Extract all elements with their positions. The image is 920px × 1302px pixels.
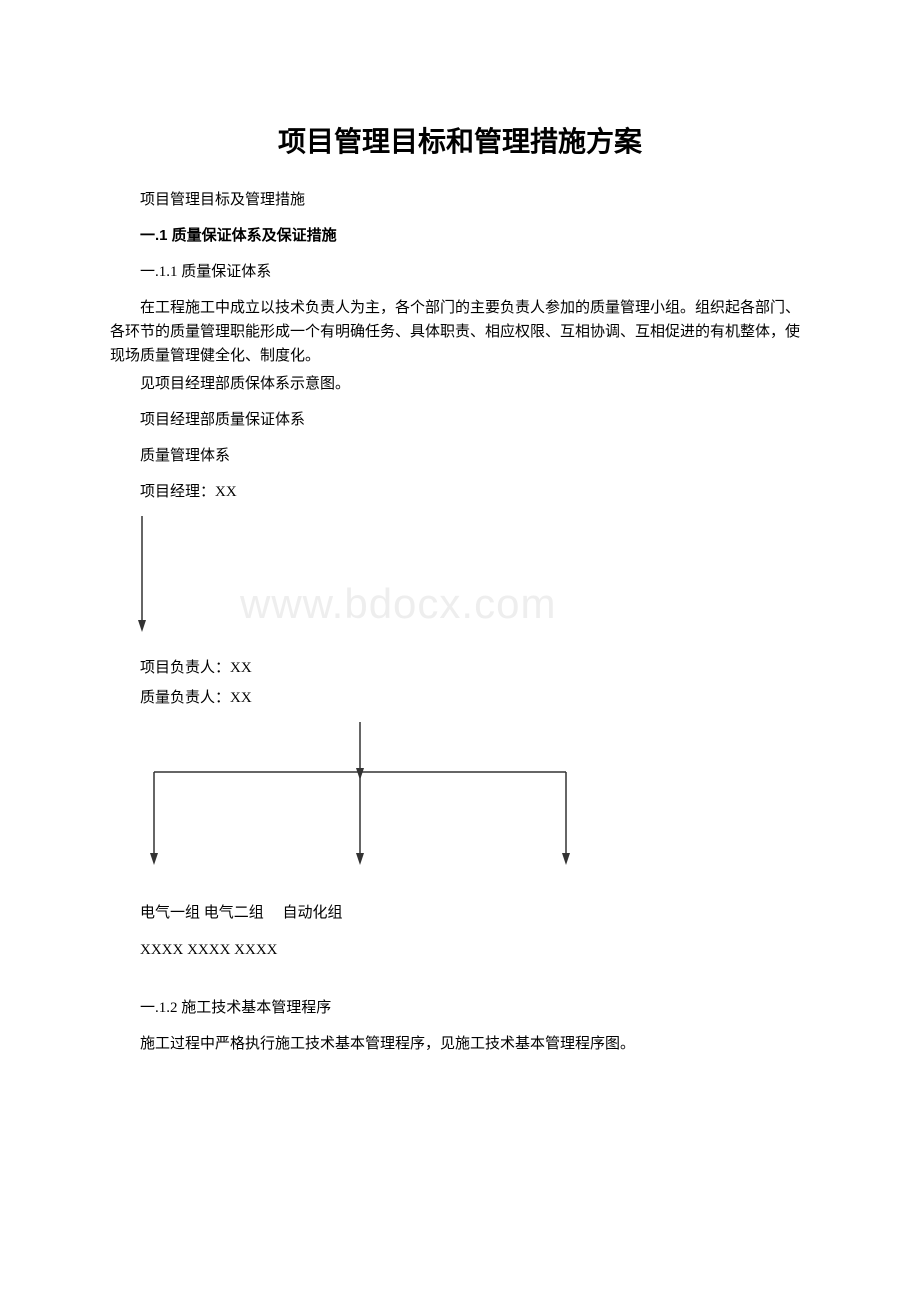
doc-title: 项目管理目标和管理措施方案 — [110, 120, 810, 160]
arrow-svg-1 — [138, 516, 168, 636]
body-paragraph-4: 质量管理体系 — [110, 444, 810, 468]
body-paragraph-1: 在工程施工中成立以技术负责人为主，各个部门的主要负责人参加的质量管理小组。组织起… — [110, 296, 810, 368]
body-paragraph-2: 见项目经理部质保体系示意图。 — [110, 372, 810, 396]
body-paragraph-6: 项目负责人：XX — [110, 656, 810, 680]
groups-line: 电气一组 电气二组 自动化组 — [110, 900, 810, 927]
arrow-down-diagram-1 — [138, 516, 810, 636]
section-1-1-1-heading: 一.1.1 质量保证体系 — [110, 260, 810, 284]
body-paragraph-8: 施工过程中严格执行施工技术基本管理程序，见施工技术基本管理程序图。 — [110, 1032, 810, 1056]
tree-diagram — [138, 722, 810, 872]
tree-svg — [138, 722, 618, 872]
intro-paragraph: 项目管理目标及管理措施 — [110, 188, 810, 212]
body-paragraph-5: 项目经理：XX — [110, 480, 810, 504]
xxxx-line: XXXX XXXX XXXX — [110, 937, 810, 964]
body-paragraph-7: 质量负责人：XX — [110, 686, 810, 710]
body-paragraph-3: 项目经理部质量保证体系 — [110, 408, 810, 432]
section-1-1-2-heading: 一.1.2 施工技术基本管理程序 — [110, 996, 810, 1020]
section-1-1-heading: 一.1 质量保证体系及保证措施 — [110, 224, 810, 248]
